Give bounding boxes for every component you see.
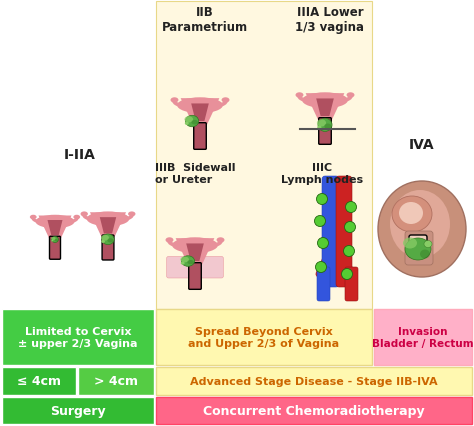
Polygon shape — [181, 99, 219, 125]
Ellipse shape — [185, 122, 189, 126]
Ellipse shape — [51, 240, 53, 242]
Ellipse shape — [221, 98, 229, 104]
Ellipse shape — [318, 119, 332, 132]
FancyBboxPatch shape — [102, 236, 114, 260]
Ellipse shape — [52, 237, 58, 243]
Ellipse shape — [108, 239, 114, 243]
Ellipse shape — [405, 239, 431, 260]
Ellipse shape — [217, 238, 225, 243]
Ellipse shape — [191, 121, 198, 125]
Polygon shape — [176, 239, 214, 265]
FancyBboxPatch shape — [156, 397, 472, 424]
Ellipse shape — [390, 190, 450, 259]
Ellipse shape — [187, 260, 194, 265]
Ellipse shape — [81, 212, 88, 217]
Ellipse shape — [295, 93, 303, 98]
FancyBboxPatch shape — [156, 309, 372, 365]
Ellipse shape — [101, 235, 109, 241]
Circle shape — [346, 202, 356, 213]
Polygon shape — [47, 221, 63, 236]
FancyBboxPatch shape — [336, 177, 352, 287]
Text: ≤ 4cm: ≤ 4cm — [17, 374, 61, 388]
Text: IVA: IVA — [409, 138, 435, 152]
Text: IIB
Parametrium: IIB Parametrium — [162, 6, 248, 34]
Circle shape — [341, 269, 353, 280]
Polygon shape — [38, 216, 72, 239]
Text: Surgery: Surgery — [50, 404, 106, 417]
Ellipse shape — [181, 262, 185, 265]
FancyBboxPatch shape — [189, 263, 201, 290]
FancyBboxPatch shape — [317, 268, 330, 301]
FancyBboxPatch shape — [166, 257, 190, 278]
Text: Advanced Stage Disease - Stage IIB-IVA: Advanced Stage Disease - Stage IIB-IVA — [190, 376, 438, 386]
Ellipse shape — [172, 238, 218, 253]
Circle shape — [315, 216, 326, 227]
Ellipse shape — [101, 240, 105, 243]
FancyBboxPatch shape — [322, 177, 339, 287]
Ellipse shape — [182, 256, 194, 267]
Ellipse shape — [128, 212, 136, 217]
Ellipse shape — [30, 215, 36, 220]
Text: Limited to Cervix
± upper 2/3 Vagina: Limited to Cervix ± upper 2/3 Vagina — [18, 326, 138, 348]
Ellipse shape — [51, 237, 55, 241]
Ellipse shape — [87, 212, 129, 227]
Ellipse shape — [403, 238, 417, 249]
Text: IIIC
Lymph nodes: IIIC Lymph nodes — [281, 163, 363, 184]
Text: > 4cm: > 4cm — [94, 374, 138, 388]
Ellipse shape — [55, 239, 58, 242]
Ellipse shape — [346, 93, 355, 98]
Ellipse shape — [420, 250, 430, 259]
Ellipse shape — [378, 181, 466, 277]
Ellipse shape — [177, 98, 223, 114]
Circle shape — [317, 194, 328, 205]
Text: IIIA Lower
1/3 vagina: IIIA Lower 1/3 vagina — [295, 6, 365, 34]
FancyBboxPatch shape — [78, 367, 154, 395]
FancyBboxPatch shape — [156, 367, 472, 395]
FancyBboxPatch shape — [2, 397, 154, 424]
Ellipse shape — [36, 215, 74, 229]
Ellipse shape — [317, 120, 326, 127]
FancyBboxPatch shape — [319, 118, 331, 145]
Ellipse shape — [184, 117, 193, 123]
Ellipse shape — [165, 238, 173, 243]
Polygon shape — [90, 213, 126, 237]
Text: Concurrent Chemoradiotherapy: Concurrent Chemoradiotherapy — [203, 404, 425, 417]
Text: Spread Beyond Cervix
and Upper 2/3 of Vagina: Spread Beyond Cervix and Upper 2/3 of Va… — [189, 326, 339, 348]
Text: IIIB  Sidewall
or Ureter: IIIB Sidewall or Ureter — [155, 163, 235, 184]
Polygon shape — [100, 218, 116, 234]
FancyBboxPatch shape — [2, 367, 76, 395]
FancyBboxPatch shape — [194, 124, 206, 150]
Polygon shape — [191, 104, 209, 122]
FancyBboxPatch shape — [345, 268, 358, 301]
Polygon shape — [306, 94, 344, 120]
Ellipse shape — [324, 124, 331, 130]
Ellipse shape — [302, 93, 348, 109]
FancyBboxPatch shape — [156, 2, 372, 309]
FancyBboxPatch shape — [2, 309, 154, 365]
Text: Invasion
Bladder / Rectum: Invasion Bladder / Rectum — [372, 326, 474, 348]
Circle shape — [345, 222, 356, 233]
Ellipse shape — [317, 127, 321, 130]
Ellipse shape — [185, 116, 199, 127]
Circle shape — [344, 246, 355, 257]
Ellipse shape — [392, 196, 432, 233]
Circle shape — [316, 262, 327, 273]
Polygon shape — [316, 99, 334, 117]
Ellipse shape — [399, 202, 423, 225]
Ellipse shape — [171, 98, 178, 104]
Circle shape — [318, 238, 328, 249]
FancyBboxPatch shape — [49, 237, 61, 259]
Ellipse shape — [181, 257, 189, 263]
Text: I-IIA: I-IIA — [64, 148, 96, 161]
FancyBboxPatch shape — [405, 231, 433, 265]
FancyBboxPatch shape — [409, 236, 427, 257]
Ellipse shape — [73, 215, 80, 220]
FancyBboxPatch shape — [200, 257, 223, 278]
FancyBboxPatch shape — [374, 309, 472, 365]
Ellipse shape — [102, 234, 114, 245]
Polygon shape — [186, 244, 204, 262]
Ellipse shape — [424, 241, 432, 248]
